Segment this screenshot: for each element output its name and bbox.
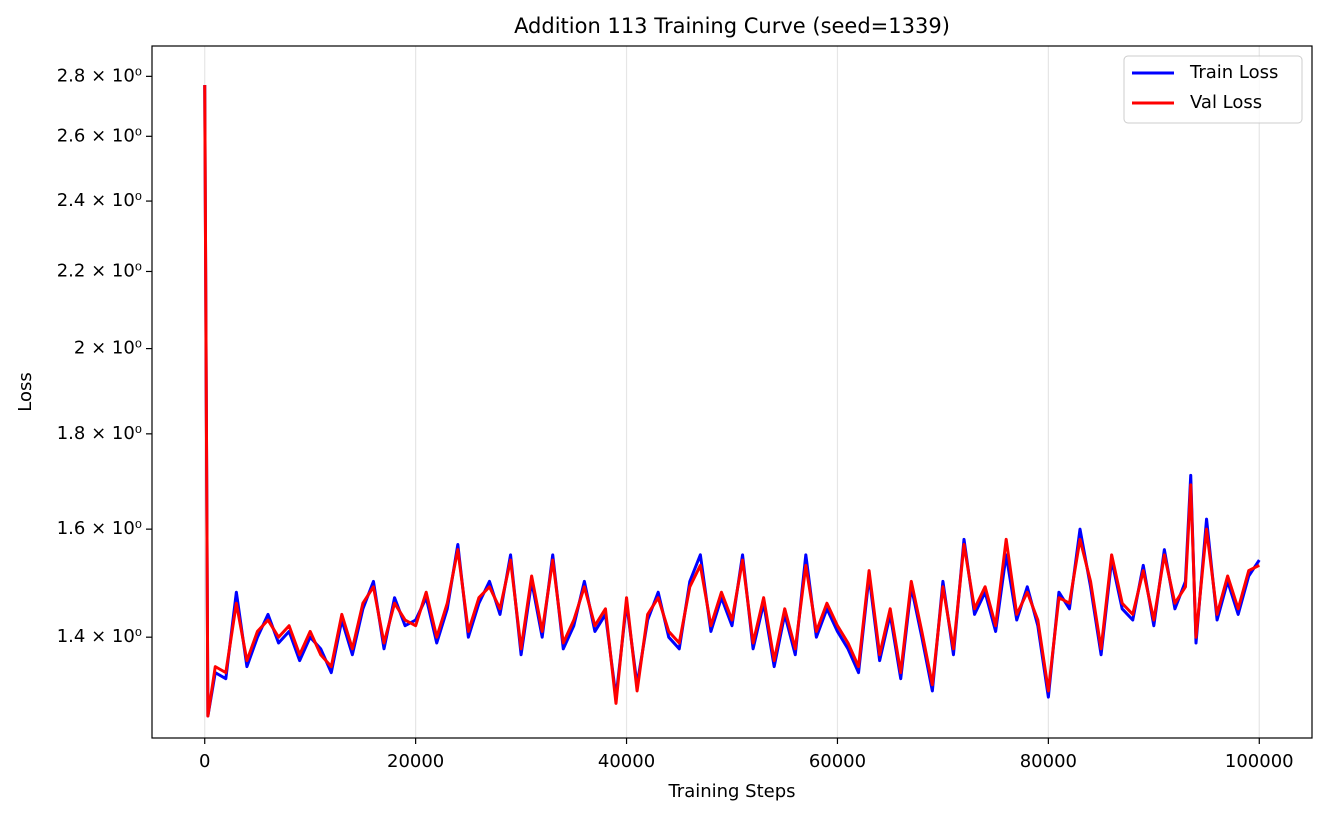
x-tick-label: 0 (199, 751, 210, 772)
y-tick-label: 2.4 × 10⁰ (57, 190, 142, 211)
y-tick-label: 1.4 × 10⁰ (57, 626, 142, 647)
y-tick-label: 2 × 10⁰ (74, 338, 142, 359)
y-tick-label: 1.6 × 10⁰ (57, 518, 142, 539)
line-series (203, 85, 1260, 718)
x-tick-label: 40000 (598, 751, 655, 772)
x-tick-label: 100000 (1225, 751, 1294, 772)
x-axis-label: Training Steps (667, 781, 795, 802)
legend-label: Train Loss (1189, 62, 1278, 83)
x-tick-label: 20000 (387, 751, 444, 772)
x-tick-label: 60000 (809, 751, 866, 772)
x-tick-label: 80000 (1020, 751, 1077, 772)
chart-title: Addition 113 Training Curve (seed=1339) (514, 14, 950, 38)
y-tick-label: 1.8 × 10⁰ (57, 423, 142, 444)
y-tick-label: 2.2 × 10⁰ (57, 260, 142, 281)
plot-frame (151, 45, 1313, 739)
legend-label: Val Loss (1190, 92, 1262, 113)
y-tick-label: 2.8 × 10⁰ (57, 65, 142, 86)
y-tick-label: 2.6 × 10⁰ (57, 125, 142, 146)
y-axis-label: Loss (15, 372, 36, 411)
